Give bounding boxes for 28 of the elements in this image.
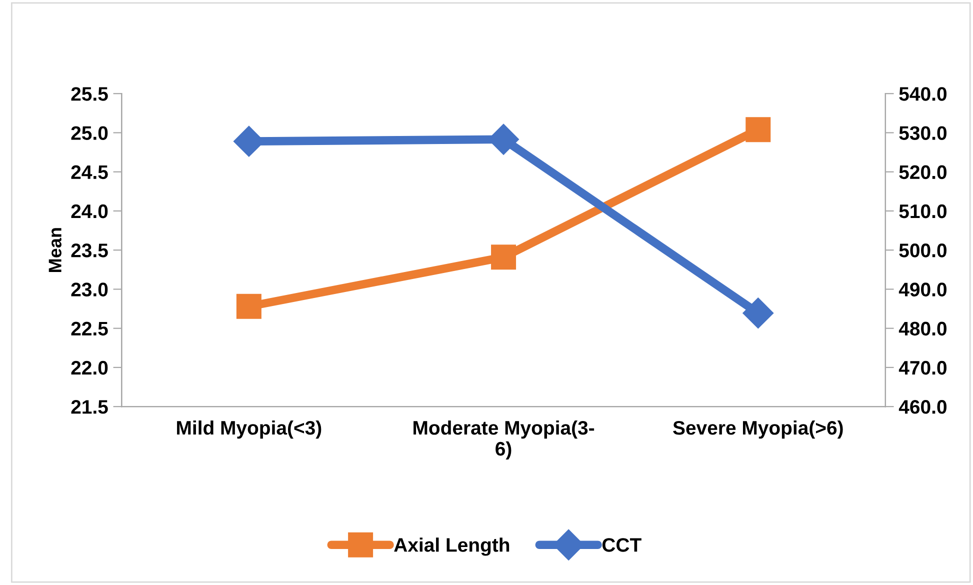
y-tick-label: 23.0 [71,282,108,296]
y2-tick-label: 500.0 [899,244,946,258]
y-axis-title: Mean [48,228,62,272]
legend-label: Axial Length [394,538,510,556]
x-tick-label: Moderate Myopia(3- 6) [414,420,594,460]
y-tick-label: 25.5 [71,87,108,101]
legend-label: CCT [602,538,642,552]
x-tick-label: Mild Myopia(<3) [177,420,322,439]
y2-tick-label: 530.0 [899,126,946,140]
y2-tick-label: 480.0 [898,322,946,336]
x-tick-label: Severe Myopia(>6) [673,420,843,439]
y-tick-label: 23.5 [71,244,108,258]
y-tick-label: 24.5 [71,165,108,180]
y-tick-label: 24.0 [71,204,108,218]
y-tick-label: 22.0 [71,360,108,375]
y2-tick-label: 470.0 [898,360,946,375]
point [746,117,771,142]
y2-tick-label: 520.0 [899,165,946,180]
point [236,294,262,319]
y2-tick-label: 460.0 [898,400,946,414]
y2-tick-label: 490.0 [898,282,946,296]
y-tick-label: 21.5 [71,400,108,414]
y-tick-label: 25.0 [71,126,108,140]
point [742,298,774,328]
y2-tick-label: 510.0 [899,204,946,218]
point [491,244,516,270]
y2-tick-label: 540.0 [899,87,946,101]
y-tick-label: 22.5 [71,322,108,336]
